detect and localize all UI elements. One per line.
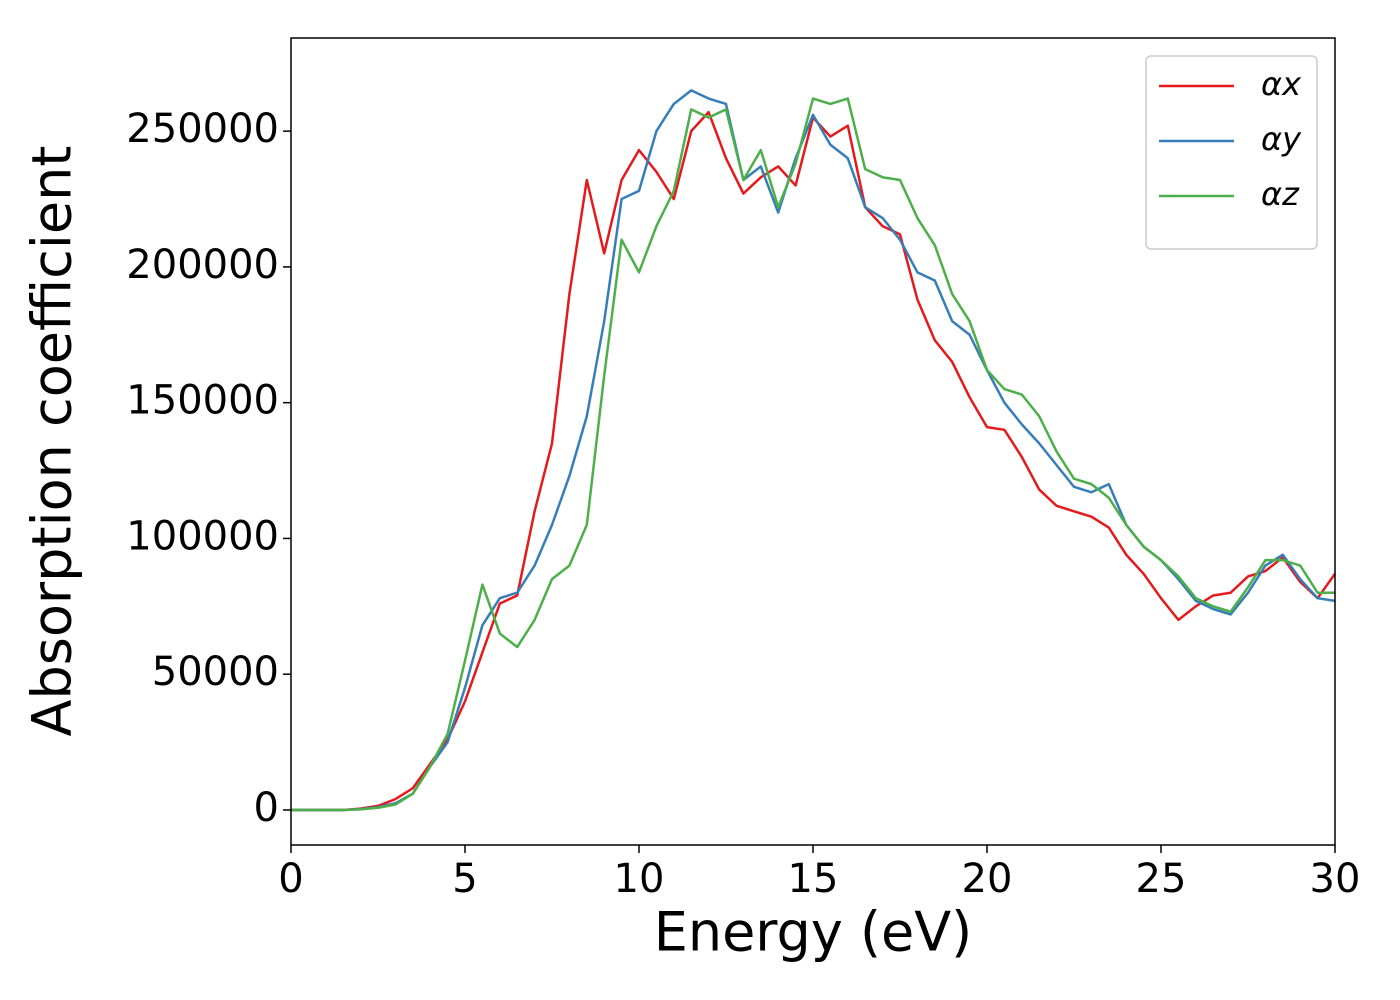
y-tick-label: 100000: [126, 513, 279, 559]
y-axis-label: Absorption coefficient: [21, 146, 84, 737]
legend-label: αy: [1261, 120, 1302, 158]
x-tick-label: 10: [614, 856, 665, 902]
data-line: [291, 97, 1335, 812]
y-tick-label: 200000: [126, 242, 279, 288]
x-tick-label: 30: [1310, 856, 1361, 902]
y-tick-label: 50000: [152, 649, 279, 695]
x-tick-label: 20: [962, 856, 1013, 902]
x-tick-label: 5: [452, 856, 477, 902]
x-axis-label: Energy (eV): [654, 901, 973, 964]
x-tick-label: 15: [788, 856, 839, 902]
x-tick-label: 25: [1136, 856, 1187, 902]
legend-box: [1145, 55, 1318, 250]
legend-label: αz: [1261, 175, 1300, 213]
plot-frame: [290, 37, 1336, 846]
y-tick-label: 0: [254, 785, 279, 831]
legend-label: αx: [1261, 65, 1302, 103]
y-tick-label: 250000: [126, 106, 279, 152]
x-tick-label: 0: [278, 856, 303, 902]
y-tick-label: 150000: [126, 378, 279, 424]
